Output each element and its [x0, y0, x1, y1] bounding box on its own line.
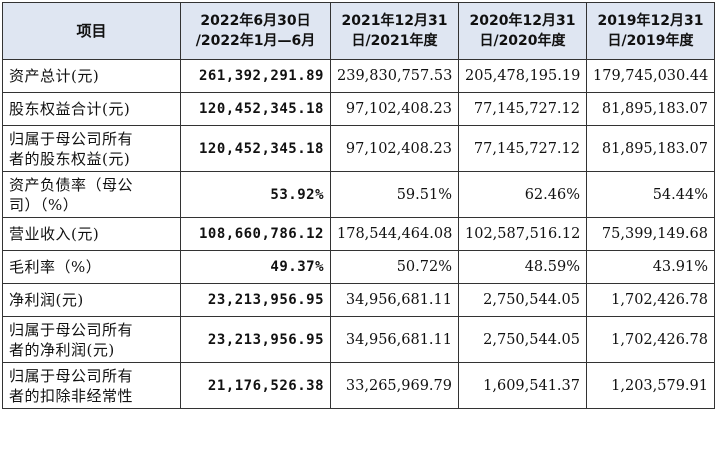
row-label-line1: 归属于母公司所有 [9, 366, 134, 385]
cell-2022h1: 261,392,291.89 [180, 59, 331, 93]
cell-2021: 34,956,681.11 [330, 283, 459, 317]
table-row-parent-equity: 归属于母公司所有 者的股东权益(元) 120,452,345.18 97,102… [2, 125, 715, 172]
row-label: 归属于母公司所有 者的股东权益(元) [2, 125, 181, 172]
table-row-parent-net-profit-excl-nonrecurring: 归属于母公司所有 者的扣除非经常性 21,176,526.38 33,265,9… [2, 362, 715, 409]
cell-2021: 97,102,408.23 [330, 92, 459, 126]
header-col-2019-line1: 2019年12月31 [597, 13, 704, 29]
cell-2022h1: 53.92% [180, 171, 331, 218]
cell-2019: 81,895,183.07 [586, 92, 715, 126]
cell-2019: 54.44% [586, 171, 715, 218]
cell-2020: 2,750,544.05 [458, 316, 587, 363]
row-label: 净利润(元) [2, 283, 181, 317]
cell-2022h1: 120,452,345.18 [180, 92, 331, 126]
header-item: 项目 [2, 2, 181, 60]
table-row-revenue: 营业收入(元) 108,660,786.12 178,544,464.08 10… [2, 217, 715, 251]
row-label-line2: 司）（%） [9, 195, 79, 214]
header-col-2021: 2021年12月31 日/2021年度 [330, 2, 459, 60]
header-col-2022h1-line2: /2022年1月—6月 [195, 33, 316, 49]
row-label: 营业收入(元) [2, 217, 181, 251]
row-label-line2: 者的净利润(元) [9, 340, 115, 359]
header-col-2022h1-line1: 2022年6月30日 [200, 13, 311, 29]
cell-2022h1: 120,452,345.18 [180, 125, 331, 172]
row-label: 归属于母公司所有 者的扣除非经常性 [2, 362, 181, 409]
cell-2021: 33,265,969.79 [330, 362, 459, 409]
row-label-line2: 者的股东权益(元) [9, 149, 131, 168]
row-label-line1: 归属于母公司所有 [9, 129, 134, 148]
cell-2020: 205,478,195.19 [458, 59, 587, 93]
cell-2020: 2,750,544.05 [458, 283, 587, 317]
cell-2021: 239,830,757.53 [330, 59, 459, 93]
financial-data-table: 项目 2022年6月30日 /2022年1月—6月 2021年12月31 日/2… [2, 2, 715, 409]
header-col-2020: 2020年12月31 日/2020年度 [458, 2, 587, 60]
cell-2022h1: 21,176,526.38 [180, 362, 331, 409]
cell-2020: 77,145,727.12 [458, 125, 587, 172]
cell-2021: 34,956,681.11 [330, 316, 459, 363]
header-col-2022h1: 2022年6月30日 /2022年1月—6月 [180, 2, 331, 60]
table-row-net-profit: 净利润(元) 23,213,956.95 34,956,681.11 2,750… [2, 283, 715, 317]
header-col-2020-line1: 2020年12月31 [469, 13, 576, 29]
cell-2021: 50.72% [330, 250, 459, 284]
table-row-total-assets: 资产总计(元) 261,392,291.89 239,830,757.53 20… [2, 59, 715, 93]
table-row-debt-ratio: 资产负债率（母公 司）（%） 53.92% 59.51% 62.46% 54.4… [2, 171, 715, 218]
cell-2019: 1,203,579.91 [586, 362, 715, 409]
table-row-gross-margin: 毛利率（%） 49.37% 50.72% 48.59% 43.91% [2, 250, 715, 284]
row-label-line1: 资产负债率（母公 [9, 175, 134, 194]
cell-2020: 62.46% [458, 171, 587, 218]
cell-2019: 1,702,426.78 [586, 283, 715, 317]
header-col-2021-line2: 日/2021年度 [351, 33, 438, 49]
header-col-2019: 2019年12月31 日/2019年度 [586, 2, 715, 60]
table-row-parent-net-profit: 归属于母公司所有 者的净利润(元) 23,213,956.95 34,956,6… [2, 316, 715, 363]
cell-2022h1: 23,213,956.95 [180, 316, 331, 363]
cell-2019: 1,702,426.78 [586, 316, 715, 363]
header-col-2020-line2: 日/2020年度 [479, 33, 566, 49]
header-col-2021-line1: 2021年12月31 [341, 13, 448, 29]
cell-2019: 81,895,183.07 [586, 125, 715, 172]
row-label: 股东权益合计(元) [2, 92, 181, 126]
cell-2020: 1,609,541.37 [458, 362, 587, 409]
header-row: 项目 2022年6月30日 /2022年1月—6月 2021年12月31 日/2… [2, 2, 715, 60]
row-label: 毛利率（%） [2, 250, 181, 284]
cell-2019: 43.91% [586, 250, 715, 284]
row-label-line2: 者的扣除非经常性 [9, 386, 134, 405]
cell-2021: 59.51% [330, 171, 459, 218]
cell-2021: 97,102,408.23 [330, 125, 459, 172]
cell-2020: 102,587,516.12 [458, 217, 587, 251]
row-label-line1: 归属于母公司所有 [9, 320, 134, 339]
row-label: 归属于母公司所有 者的净利润(元) [2, 316, 181, 363]
cell-2022h1: 23,213,956.95 [180, 283, 331, 317]
header-col-2019-line2: 日/2019年度 [607, 33, 694, 49]
table-row-total-equity: 股东权益合计(元) 120,452,345.18 97,102,408.23 7… [2, 92, 715, 126]
cell-2020: 48.59% [458, 250, 587, 284]
cell-2020: 77,145,727.12 [458, 92, 587, 126]
cell-2021: 178,544,464.08 [330, 217, 459, 251]
cell-2019: 75,399,149.68 [586, 217, 715, 251]
row-label: 资产负债率（母公 司）（%） [2, 171, 181, 218]
cell-2019: 179,745,030.44 [586, 59, 715, 93]
cell-2022h1: 49.37% [180, 250, 331, 284]
cell-2022h1: 108,660,786.12 [180, 217, 331, 251]
row-label: 资产总计(元) [2, 59, 181, 93]
